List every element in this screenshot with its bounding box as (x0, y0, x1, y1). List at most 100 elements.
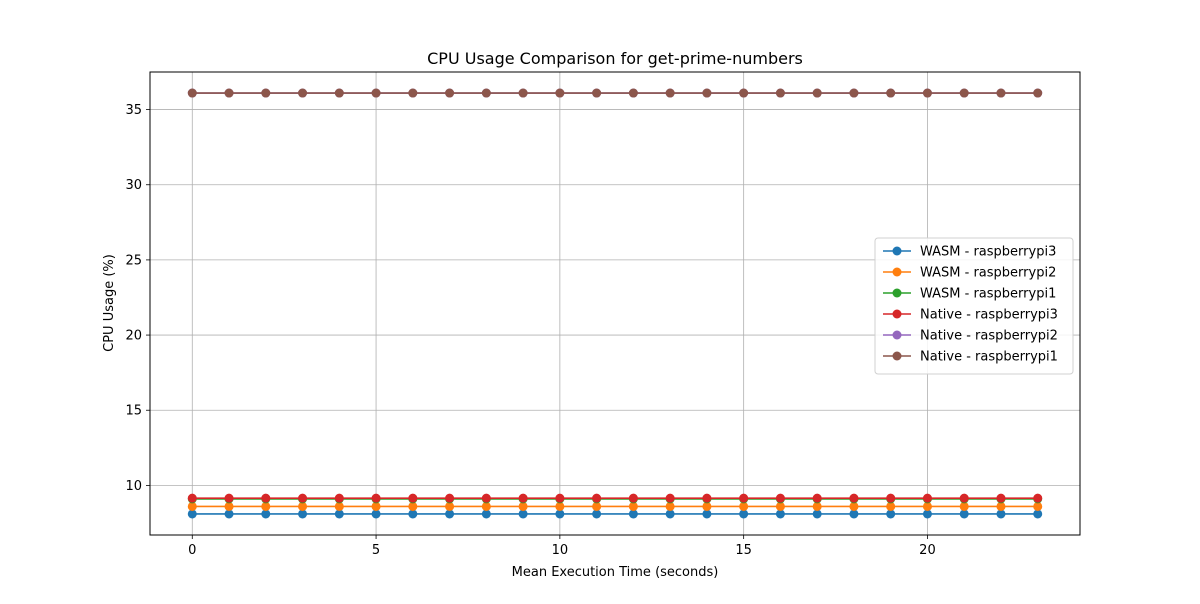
data-point (187, 88, 197, 98)
y-axis-label: CPU Usage (%) (102, 254, 117, 352)
data-point (261, 88, 271, 98)
plot-series (187, 88, 1043, 519)
data-point (996, 493, 1006, 503)
x-tick-label: 10 (552, 543, 569, 558)
y-tick-label: 35 (125, 103, 142, 118)
data-point (261, 493, 271, 503)
data-point (187, 493, 197, 503)
y-tick-label: 10 (125, 479, 142, 494)
data-point (408, 88, 418, 98)
data-point (959, 88, 969, 98)
data-point (187, 509, 197, 519)
data-point (628, 88, 638, 98)
legend-entry: Native - raspberrypi3 (883, 308, 1058, 323)
data-point (959, 509, 969, 519)
y-tick-label: 30 (125, 178, 142, 193)
data-point (592, 501, 602, 511)
data-point (849, 509, 859, 519)
legend-label: Native - raspberrypi2 (920, 329, 1058, 344)
data-point (702, 88, 712, 98)
x-tick-label: 15 (735, 543, 752, 558)
y-tick-label: 20 (125, 329, 142, 344)
data-point (224, 88, 234, 98)
data-point (775, 493, 785, 503)
legend-label: Native - raspberrypi3 (920, 308, 1058, 323)
data-point (665, 509, 675, 519)
data-point (886, 501, 896, 511)
data-point (518, 493, 528, 503)
legend-box (874, 237, 1074, 375)
data-point (334, 88, 344, 98)
data-point (665, 501, 675, 511)
data-point (849, 501, 859, 511)
data-point (1033, 501, 1043, 511)
data-point (334, 509, 344, 519)
data-point (261, 501, 271, 511)
data-point (555, 501, 565, 511)
legend-entry: WASM - raspberrypi2 (883, 266, 1056, 281)
data-point (187, 501, 197, 511)
data-point (518, 509, 528, 519)
data-point (371, 509, 381, 519)
data-point (408, 509, 418, 519)
data-point (555, 88, 565, 98)
data-point (886, 493, 896, 503)
data-point (849, 493, 859, 503)
data-point (445, 501, 455, 511)
data-point (592, 88, 602, 98)
data-point (224, 501, 234, 511)
data-point (334, 501, 344, 511)
series-3 (187, 493, 1043, 503)
data-point (959, 493, 969, 503)
legend-entry: WASM - raspberrypi3 (883, 245, 1056, 260)
data-point (775, 88, 785, 98)
data-point (812, 88, 822, 98)
legend-entry: Native - raspberrypi2 (883, 329, 1058, 344)
data-point (408, 501, 418, 511)
data-point (628, 493, 638, 503)
series-5 (187, 88, 1043, 98)
data-point (739, 88, 749, 98)
legend-label: WASM - raspberrypi1 (920, 287, 1056, 302)
x-tick-label: 20 (919, 543, 936, 558)
data-point (261, 509, 271, 519)
x-tick-label: 5 (372, 543, 380, 558)
legend-label: WASM - raspberrypi2 (920, 266, 1056, 281)
data-point (445, 88, 455, 98)
legend-marker (892, 309, 902, 319)
x-axis-label: Mean Execution Time (seconds) (512, 565, 719, 580)
data-point (922, 501, 932, 511)
data-point (775, 501, 785, 511)
series-0 (187, 509, 1043, 519)
legend-entry: WASM - raspberrypi1 (883, 287, 1056, 302)
legend-marker (892, 267, 902, 277)
data-point (996, 509, 1006, 519)
data-point (628, 509, 638, 519)
data-point (481, 509, 491, 519)
data-point (298, 493, 308, 503)
data-point (298, 501, 308, 511)
legend-marker (892, 288, 902, 298)
data-point (849, 88, 859, 98)
legend-marker (892, 246, 902, 256)
data-point (445, 493, 455, 503)
data-point (481, 493, 491, 503)
data-point (702, 493, 712, 503)
legend-label: WASM - raspberrypi3 (920, 245, 1056, 260)
legend-label: Native - raspberrypi1 (920, 350, 1058, 365)
legend-marker (892, 351, 902, 361)
data-point (996, 501, 1006, 511)
data-point (739, 509, 749, 519)
data-point (298, 88, 308, 98)
data-point (408, 493, 418, 503)
data-point (886, 509, 896, 519)
x-tick-label: 0 (188, 543, 196, 558)
series-1 (187, 501, 1043, 511)
data-point (1033, 88, 1043, 98)
data-point (518, 501, 528, 511)
data-point (922, 509, 932, 519)
data-point (224, 493, 234, 503)
data-point (812, 501, 822, 511)
data-point (518, 88, 528, 98)
